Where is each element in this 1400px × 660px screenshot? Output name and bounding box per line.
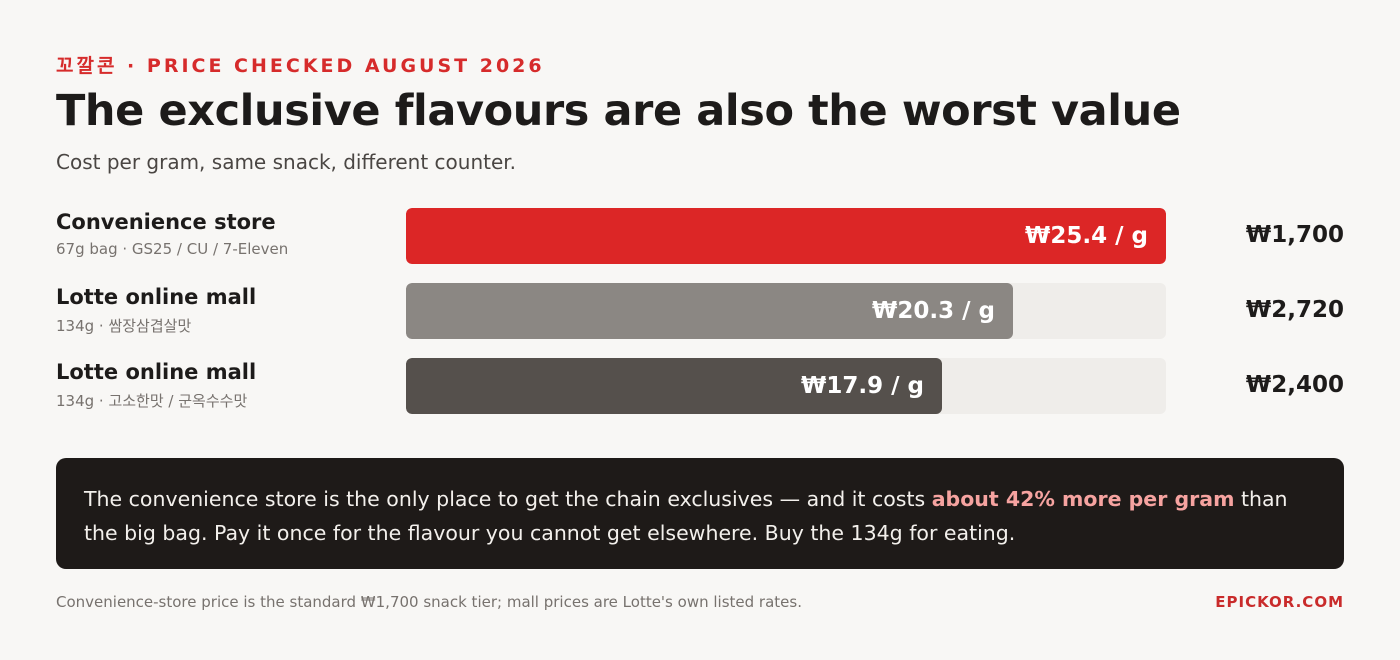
chart-subtitle: Cost per gram, same snack, different cou… <box>56 150 517 174</box>
price-label: ₩2,400 <box>1245 372 1344 398</box>
row-label: Convenience store 67g bag · GS25 / CU / … <box>56 210 396 258</box>
row-label: Lotte online mall 134g · 쌈장삼겹살맛 <box>56 285 396 336</box>
row-name: Convenience store <box>56 210 276 234</box>
bar-track: ₩20.3 / g <box>406 283 1166 339</box>
bar-track: ₩17.9 / g <box>406 358 1166 414</box>
row-name: Lotte online mall <box>56 360 257 384</box>
brand-label: EPICKOR.COM <box>1215 593 1344 611</box>
chart-title: The exclusive flavours are also the wors… <box>56 86 1181 136</box>
callout-text-before: The convenience store is the only place … <box>84 487 932 511</box>
callout-text-after: than the big bag. Pay it once for the fl… <box>84 487 1288 545</box>
price-label: ₩2,720 <box>1245 297 1344 323</box>
callout-highlight: about 42% more per gram <box>931 487 1235 511</box>
chart-row: Lotte online mall 134g · 고소한맛 / 군옥수수맛 ₩1… <box>56 358 1344 416</box>
price-label: ₩1,700 <box>1245 222 1344 248</box>
bar-value-label: ₩25.4 / g <box>1025 223 1148 249</box>
row-detail: 134g · 고소한맛 / 군옥수수맛 <box>56 392 248 410</box>
bar-value-label: ₩17.9 / g <box>801 373 924 399</box>
bar: ₩25.4 / g <box>406 208 1166 264</box>
row-detail: 134g · 쌈장삼겹살맛 <box>56 317 192 335</box>
chart-row: Lotte online mall 134g · 쌈장삼겹살맛 ₩20.3 / … <box>56 283 1344 341</box>
bar-track: ₩25.4 / g <box>406 208 1166 264</box>
row-label: Lotte online mall 134g · 고소한맛 / 군옥수수맛 <box>56 360 396 411</box>
row-name: Lotte online mall <box>56 285 257 309</box>
bar-value-label: ₩20.3 / g <box>872 298 995 324</box>
row-detail: 67g bag · GS25 / CU / 7-Eleven <box>56 240 289 258</box>
kicker: 꼬깔콘 · PRICE CHECKED AUGUST 2026 <box>56 55 545 77</box>
chart-row: Convenience store 67g bag · GS25 / CU / … <box>56 208 1344 266</box>
callout-box: The convenience store is the only place … <box>56 458 1344 569</box>
footnote: Convenience-store price is the standard … <box>56 593 802 611</box>
bar: ₩20.3 / g <box>406 283 1013 339</box>
bar: ₩17.9 / g <box>406 358 942 414</box>
